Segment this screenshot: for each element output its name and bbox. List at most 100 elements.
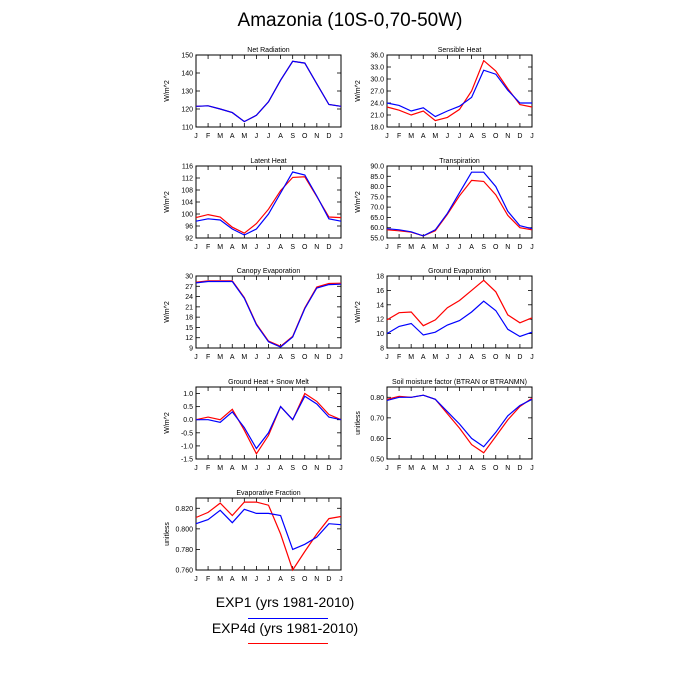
x-tick-label: F xyxy=(397,133,401,140)
x-tick-label: A xyxy=(278,133,283,140)
x-tick-label: J xyxy=(339,244,343,251)
y-tick-label: 90.0 xyxy=(370,164,384,171)
legend-label-exp1: EXP1 (yrs 1981-2010) xyxy=(215,594,355,610)
x-tick-label: M xyxy=(432,133,438,140)
x-tick-label: J xyxy=(446,244,450,251)
x-tick-label: J xyxy=(194,465,198,472)
x-tick-label: S xyxy=(481,465,486,472)
y-tick-label: 75.0 xyxy=(370,194,384,201)
y-tick-label: 0.80 xyxy=(370,395,384,402)
x-tick-label: J xyxy=(267,465,271,472)
x-tick-label: F xyxy=(206,354,210,361)
x-tick-label: M xyxy=(241,576,247,583)
x-tick-label: S xyxy=(290,354,295,361)
y-tick-label: 80.0 xyxy=(370,184,384,191)
x-tick-label: S xyxy=(290,465,295,472)
y-axis-label: W/m^2 xyxy=(164,412,171,434)
x-tick-label: J xyxy=(267,354,271,361)
panel-title: Net Radiation xyxy=(247,47,290,54)
y-tick-label: 9 xyxy=(189,346,193,353)
x-tick-label: M xyxy=(408,244,414,251)
y-tick-label: 100 xyxy=(181,212,193,219)
y-axis-label: W/m^2 xyxy=(355,301,362,323)
y-tick-label: 120 xyxy=(181,107,193,114)
x-tick-label: D xyxy=(326,133,331,140)
series-line-exp1 xyxy=(386,300,533,338)
x-tick-label: S xyxy=(290,576,295,583)
x-tick-label: S xyxy=(290,133,295,140)
x-tick-label: J xyxy=(339,354,343,361)
x-tick-label: N xyxy=(314,576,319,583)
x-tick-label: J xyxy=(385,244,389,251)
legend-line-exp1 xyxy=(248,618,328,619)
x-tick-label: J xyxy=(458,244,462,251)
x-tick-label: F xyxy=(397,465,401,472)
x-tick-label: M xyxy=(432,244,438,251)
x-tick-label: O xyxy=(493,244,499,251)
x-tick-label: J xyxy=(255,576,259,583)
x-tick-label: A xyxy=(278,244,283,251)
x-tick-label: J xyxy=(267,133,271,140)
x-tick-label: J xyxy=(255,244,259,251)
y-tick-label: 21.0 xyxy=(370,113,384,120)
x-tick-label: J xyxy=(458,465,462,472)
x-tick-label: J xyxy=(339,576,343,583)
x-tick-label: M xyxy=(241,244,247,251)
x-tick-label: A xyxy=(469,133,474,140)
series-line-exp4d xyxy=(195,501,342,572)
y-tick-label: 0.780 xyxy=(175,547,193,554)
y-axis-label: W/m^2 xyxy=(355,80,362,102)
x-tick-label: F xyxy=(397,354,401,361)
y-tick-label: 130 xyxy=(181,89,193,96)
x-tick-label: F xyxy=(206,244,210,251)
x-tick-label: J xyxy=(530,354,534,361)
y-tick-label: 0.820 xyxy=(175,506,193,513)
y-tick-label: 27.0 xyxy=(370,89,384,96)
x-tick-label: M xyxy=(217,244,223,251)
x-tick-label: J xyxy=(458,133,462,140)
y-tick-label: -0.5 xyxy=(181,430,193,437)
plot-frame xyxy=(386,165,533,239)
series-line-exp1 xyxy=(196,395,342,450)
x-tick-label: J xyxy=(255,354,259,361)
y-tick-label: 0.50 xyxy=(370,457,384,464)
x-tick-label: A xyxy=(421,133,426,140)
figure-title: Amazonia (10S-0,70-50W) xyxy=(237,10,463,31)
x-tick-label: A xyxy=(278,354,283,361)
x-tick-label: F xyxy=(206,465,210,472)
x-tick-label: M xyxy=(241,465,247,472)
x-tick-label: O xyxy=(302,133,308,140)
y-tick-label: 112 xyxy=(182,176,193,183)
y-tick-label: 140 xyxy=(181,71,193,78)
legend-label-exp4d: EXP4d (yrs 1981-2010) xyxy=(211,620,359,636)
x-tick-label: D xyxy=(326,465,331,472)
x-tick-label: A xyxy=(469,465,474,472)
series-line-exp4d xyxy=(386,179,533,237)
series-line-exp4d xyxy=(386,59,533,122)
x-tick-label: N xyxy=(505,244,510,251)
x-tick-label: A xyxy=(230,354,235,361)
x-tick-label: D xyxy=(517,354,522,361)
y-tick-label: 33.0 xyxy=(370,65,384,72)
x-tick-label: J xyxy=(194,576,198,583)
series-line-exp1 xyxy=(195,171,342,236)
x-tick-label: M xyxy=(217,133,223,140)
x-tick-label: M xyxy=(241,354,247,361)
x-tick-label: A xyxy=(230,465,235,472)
y-tick-label: 110 xyxy=(182,125,193,132)
y-tick-label: 0.70 xyxy=(370,415,384,422)
y-tick-label: 12 xyxy=(185,335,193,342)
x-tick-label: O xyxy=(302,465,308,472)
x-tick-label: J xyxy=(339,465,343,472)
x-tick-label: J xyxy=(194,354,198,361)
y-tick-label: 150 xyxy=(181,53,193,60)
x-tick-label: J xyxy=(530,465,534,472)
x-tick-label: N xyxy=(314,354,319,361)
x-tick-label: M xyxy=(217,465,223,472)
x-tick-label: M xyxy=(241,133,247,140)
x-tick-label: J xyxy=(385,465,389,472)
y-tick-label: 18.0 xyxy=(370,125,384,132)
x-tick-label: M xyxy=(408,133,414,140)
x-tick-label: O xyxy=(493,354,499,361)
